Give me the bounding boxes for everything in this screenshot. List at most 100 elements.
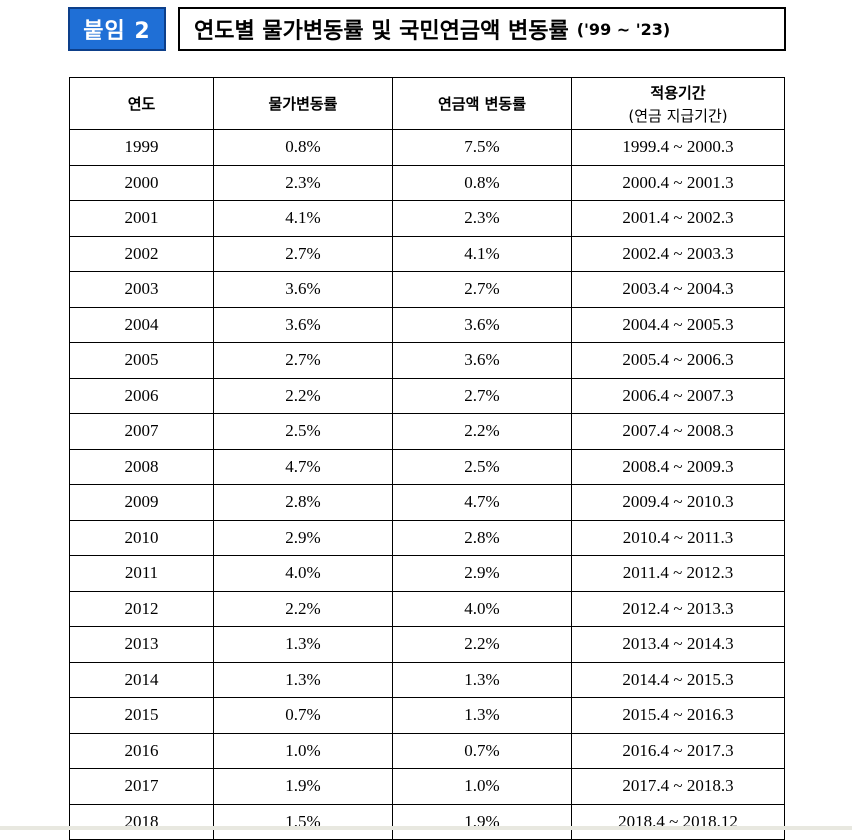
cell-price: 2.2% — [213, 377, 393, 414]
document-title: 연도별 물가변동률 및 국민연금액 변동률 ('99 ~ '23) — [178, 7, 786, 51]
cell-pension: 3.6% — [392, 342, 572, 379]
cell-year: 2006 — [69, 377, 214, 414]
cell-pension: 4.1% — [392, 235, 572, 272]
cell-year: 2005 — [69, 342, 214, 379]
cell-price: 2.9% — [213, 519, 393, 556]
cell-period: 2007.4 ~ 2008.3 — [571, 413, 785, 450]
cell-period: 2012.4 ~ 2013.3 — [571, 590, 785, 627]
table-row: 2007 2.5% 2.2% 2007.4 ~ 2008.3 — [69, 413, 785, 450]
cell-pension: 2.9% — [392, 555, 572, 592]
cell-period: 2016.4 ~ 2017.3 — [571, 732, 785, 769]
cell-period: 2000.4 ~ 2001.3 — [571, 164, 785, 201]
cell-pension: 2.7% — [392, 271, 572, 308]
table-row: 2001 4.1% 2.3% 2001.4 ~ 2002.3 — [69, 200, 785, 237]
cell-pension: 2.2% — [392, 413, 572, 450]
title-years: ('99 ~ '23) — [576, 19, 671, 39]
cell-period: 2005.4 ~ 2006.3 — [571, 342, 785, 379]
cell-price: 3.6% — [213, 306, 393, 343]
table-row: 2000 2.3% 0.8% 2000.4 ~ 2001.3 — [69, 164, 785, 201]
cell-year: 2002 — [69, 235, 214, 272]
cell-price: 1.5% — [213, 803, 393, 840]
cell-year: 2012 — [69, 590, 214, 627]
cell-year: 2013 — [69, 626, 214, 663]
table-row: 2009 2.8% 4.7% 2009.4 ~ 2010.3 — [69, 484, 785, 521]
cell-price: 0.8% — [213, 129, 393, 166]
cell-year: 2003 — [69, 271, 214, 308]
cell-period: 2010.4 ~ 2011.3 — [571, 519, 785, 556]
cell-pension: 0.8% — [392, 164, 572, 201]
table-body: 1999 0.8% 7.5% 1999.4 ~ 2000.3 2000 2.3% 0.8% 2… — [69, 129, 785, 840]
cell-period: 2001.4 ~ 2002.3 — [571, 200, 785, 237]
table-row: 2014 1.3% 1.3% 2014.4 ~ 2015.3 — [69, 661, 785, 698]
table-row: 2013 1.3% 2.2% 2013.4 ~ 2014.3 — [69, 626, 785, 663]
table-row: 2005 2.7% 3.6% 2005.4 ~ 2006.3 — [69, 342, 785, 379]
cell-price: 2.2% — [213, 590, 393, 627]
cell-price: 4.1% — [213, 200, 393, 237]
cell-pension: 3.6% — [392, 306, 572, 343]
cell-price: 1.3% — [213, 661, 393, 698]
table-row: 2010 2.9% 2.8% 2010.4 ~ 2011.3 — [69, 519, 785, 556]
cell-period: 2013.4 ~ 2014.3 — [571, 626, 785, 663]
header-period: 적용기간 (연금 지급기간) — [571, 77, 785, 130]
cell-period: 2003.4 ~ 2004.3 — [571, 271, 785, 308]
cell-period: 2014.4 ~ 2015.3 — [571, 661, 785, 698]
table-row: 2015 0.7% 1.3% 2015.4 ~ 2016.3 — [69, 697, 785, 734]
cell-price: 1.3% — [213, 626, 393, 663]
cell-period: 2017.4 ~ 2018.3 — [571, 768, 785, 805]
cell-pension: 2.3% — [392, 200, 572, 237]
cell-price: 1.9% — [213, 768, 393, 805]
cell-year: 2015 — [69, 697, 214, 734]
table-row: 2016 1.0% 0.7% 2016.4 ~ 2017.3 — [69, 732, 785, 769]
cell-price: 0.7% — [213, 697, 393, 734]
cell-year: 2014 — [69, 661, 214, 698]
table-row: 2002 2.7% 4.1% 2002.4 ~ 2003.3 — [69, 235, 785, 272]
page-bottom-edge — [0, 826, 852, 830]
cell-year: 2004 — [69, 306, 214, 343]
cell-price: 1.0% — [213, 732, 393, 769]
cell-price: 3.6% — [213, 271, 393, 308]
header-year: 연도 — [69, 77, 214, 130]
table-row: 2011 4.0% 2.9% 2011.4 ~ 2012.3 — [69, 555, 785, 592]
cell-pension: 4.7% — [392, 484, 572, 521]
header-period-sub: (연금 지급기간) — [628, 106, 728, 125]
cell-year: 1999 — [69, 129, 214, 166]
cell-pension: 1.9% — [392, 803, 572, 840]
table-header-row: 연도 물가변동률 연금액 변동률 적용기간 (연금 지급기간) — [69, 77, 785, 130]
title-text: 연도별 물가변동률 및 국민연금액 변동률 — [194, 19, 569, 44]
table-row: 2018 1.5% 1.9% 2018.4 ~ 2018.12 — [69, 803, 785, 840]
cell-year: 2010 — [69, 519, 214, 556]
cell-year: 2017 — [69, 768, 214, 805]
cell-price: 2.3% — [213, 164, 393, 201]
cell-period: 2011.4 ~ 2012.3 — [571, 555, 785, 592]
table-row: 2012 2.2% 4.0% 2012.4 ~ 2013.3 — [69, 590, 785, 627]
cell-year: 2018 — [69, 803, 214, 840]
cell-price: 2.7% — [213, 342, 393, 379]
cell-period: 2006.4 ~ 2007.3 — [571, 377, 785, 414]
rate-table: 연도 물가변동률 연금액 변동률 적용기간 (연금 지급기간) 1999 0.8%… — [69, 77, 785, 840]
cell-pension: 2.7% — [392, 377, 572, 414]
cell-price: 2.7% — [213, 235, 393, 272]
cell-price: 4.7% — [213, 448, 393, 485]
cell-pension: 4.0% — [392, 590, 572, 627]
header-period-label: 적용기간 — [650, 83, 706, 102]
cell-year: 2000 — [69, 164, 214, 201]
cell-price: 2.8% — [213, 484, 393, 521]
cell-pension: 1.0% — [392, 768, 572, 805]
cell-pension: 1.3% — [392, 661, 572, 698]
cell-year: 2008 — [69, 448, 214, 485]
cell-period: 1999.4 ~ 2000.3 — [571, 129, 785, 166]
cell-period: 2002.4 ~ 2003.3 — [571, 235, 785, 272]
table-row: 2006 2.2% 2.7% 2006.4 ~ 2007.3 — [69, 377, 785, 414]
cell-period: 2015.4 ~ 2016.3 — [571, 697, 785, 734]
cell-period: 2018.4 ~ 2018.12 — [571, 803, 785, 840]
cell-year: 2009 — [69, 484, 214, 521]
header-pension-change: 연금액 변동률 — [392, 77, 572, 130]
appendix-badge: 붙임 2 — [68, 7, 166, 51]
cell-period: 2008.4 ~ 2009.3 — [571, 448, 785, 485]
cell-price: 4.0% — [213, 555, 393, 592]
cell-year: 2001 — [69, 200, 214, 237]
cell-pension: 2.5% — [392, 448, 572, 485]
table-row: 2008 4.7% 2.5% 2008.4 ~ 2009.3 — [69, 448, 785, 485]
table-row: 2017 1.9% 1.0% 2017.4 ~ 2018.3 — [69, 768, 785, 805]
